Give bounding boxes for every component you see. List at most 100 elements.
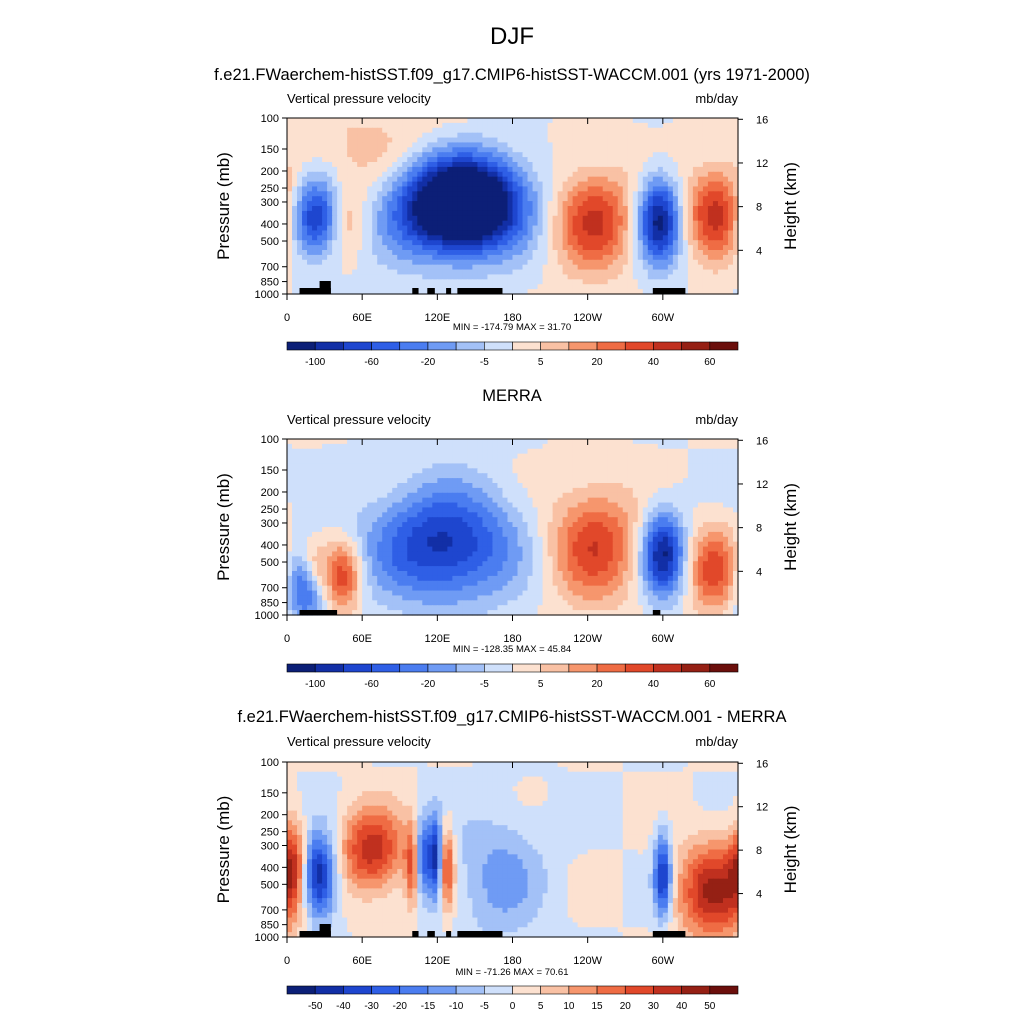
field-cell: [562, 487, 569, 494]
field-cell: [532, 492, 539, 499]
field-cell: [657, 502, 664, 509]
field-cell: [422, 468, 428, 474]
field-cell: [362, 201, 368, 207]
field-cell: [702, 250, 709, 256]
field-cell: [707, 289, 714, 295]
field-cell: [517, 458, 524, 465]
field-cell: [292, 220, 298, 227]
field-cell: [532, 517, 539, 523]
field-cell: [292, 483, 298, 489]
field-cell: [562, 522, 569, 528]
field-cell: [617, 502, 624, 509]
field-cell: [362, 210, 368, 217]
field-cell: [417, 215, 423, 222]
field-cell: [432, 453, 438, 460]
field-cell: [717, 147, 724, 153]
field-cell: [312, 522, 318, 528]
field-cell: [467, 235, 474, 241]
field-cell: [457, 284, 463, 290]
field-cell: [287, 181, 293, 188]
field-cell: [567, 181, 574, 188]
field-cell: [412, 458, 418, 465]
field-cell: [732, 254, 739, 261]
field-cell: [612, 279, 619, 285]
field-cell: [592, 122, 599, 129]
field-cell: [467, 483, 474, 489]
field-cell: [637, 453, 644, 460]
field-cell: [397, 458, 403, 465]
field-cell: [597, 463, 604, 469]
field-cell: [582, 502, 589, 509]
colorbar-box: [455, 341, 485, 351]
field-cell: [527, 210, 534, 217]
field-cell: [352, 527, 358, 533]
field-cell: [357, 162, 363, 168]
field-cell: [297, 279, 303, 285]
field-cell: [632, 284, 639, 290]
field-cell: [417, 137, 423, 144]
field-cell: [382, 215, 388, 222]
field-cell: [667, 458, 674, 465]
field-cell: [697, 225, 704, 232]
field-cell: [422, 152, 428, 158]
field-cell: [522, 453, 529, 460]
field-cell: [367, 284, 373, 290]
field-cell: [497, 502, 504, 509]
field-cell: [367, 147, 373, 153]
field-cell: [407, 483, 413, 489]
field-cell: [657, 492, 664, 499]
field-cell: [567, 206, 574, 212]
field-cell: [427, 497, 433, 504]
field-cell: [407, 507, 413, 513]
field-cell: [647, 259, 654, 266]
field-cell: [522, 225, 529, 232]
field-cell: [717, 453, 724, 460]
field-cell: [347, 473, 353, 479]
field-cell: [442, 517, 448, 523]
field-cell: [542, 235, 549, 241]
field-cell: [707, 230, 714, 236]
field-cell: [507, 502, 514, 509]
field-cell: [552, 206, 559, 212]
field-cell: [717, 443, 724, 450]
field-cell: [297, 527, 303, 533]
field-cell: [602, 289, 609, 295]
field-cell: [512, 127, 519, 134]
field-cell: [652, 186, 659, 192]
field-cell: [372, 220, 378, 227]
field-cell: [512, 512, 519, 518]
field-cell: [297, 522, 303, 528]
field-cell: [702, 240, 709, 246]
field-cell: [447, 201, 453, 207]
field-cell: [627, 453, 634, 460]
field-cell: [597, 274, 604, 280]
field-cell: [522, 512, 529, 518]
field-cell: [712, 289, 719, 295]
field-cell: [662, 502, 669, 509]
field-cell: [402, 497, 408, 504]
field-cell: [672, 201, 679, 207]
field-cell: [627, 517, 634, 523]
field-cell: [492, 439, 499, 445]
field-cell: [547, 483, 554, 489]
field-cell: [532, 254, 539, 261]
field-cell: [342, 166, 348, 173]
field-cell: [572, 512, 579, 518]
field-cell: [607, 443, 614, 450]
field-cell: [557, 439, 564, 445]
field-cell: [497, 152, 504, 158]
field-cell: [527, 473, 534, 479]
field-cell: [582, 443, 589, 450]
field-cell: [407, 527, 413, 533]
field-cell: [462, 245, 468, 251]
field-cell: [292, 522, 298, 528]
field-cell: [322, 264, 328, 271]
field-cell: [402, 478, 408, 484]
field-cell: [522, 259, 529, 266]
field-cell: [402, 152, 408, 158]
colorbar-box: [681, 341, 711, 351]
field-cell: [302, 497, 308, 504]
field-cell: [547, 191, 554, 197]
field-cell: [602, 264, 609, 271]
field-cell: [402, 473, 408, 479]
